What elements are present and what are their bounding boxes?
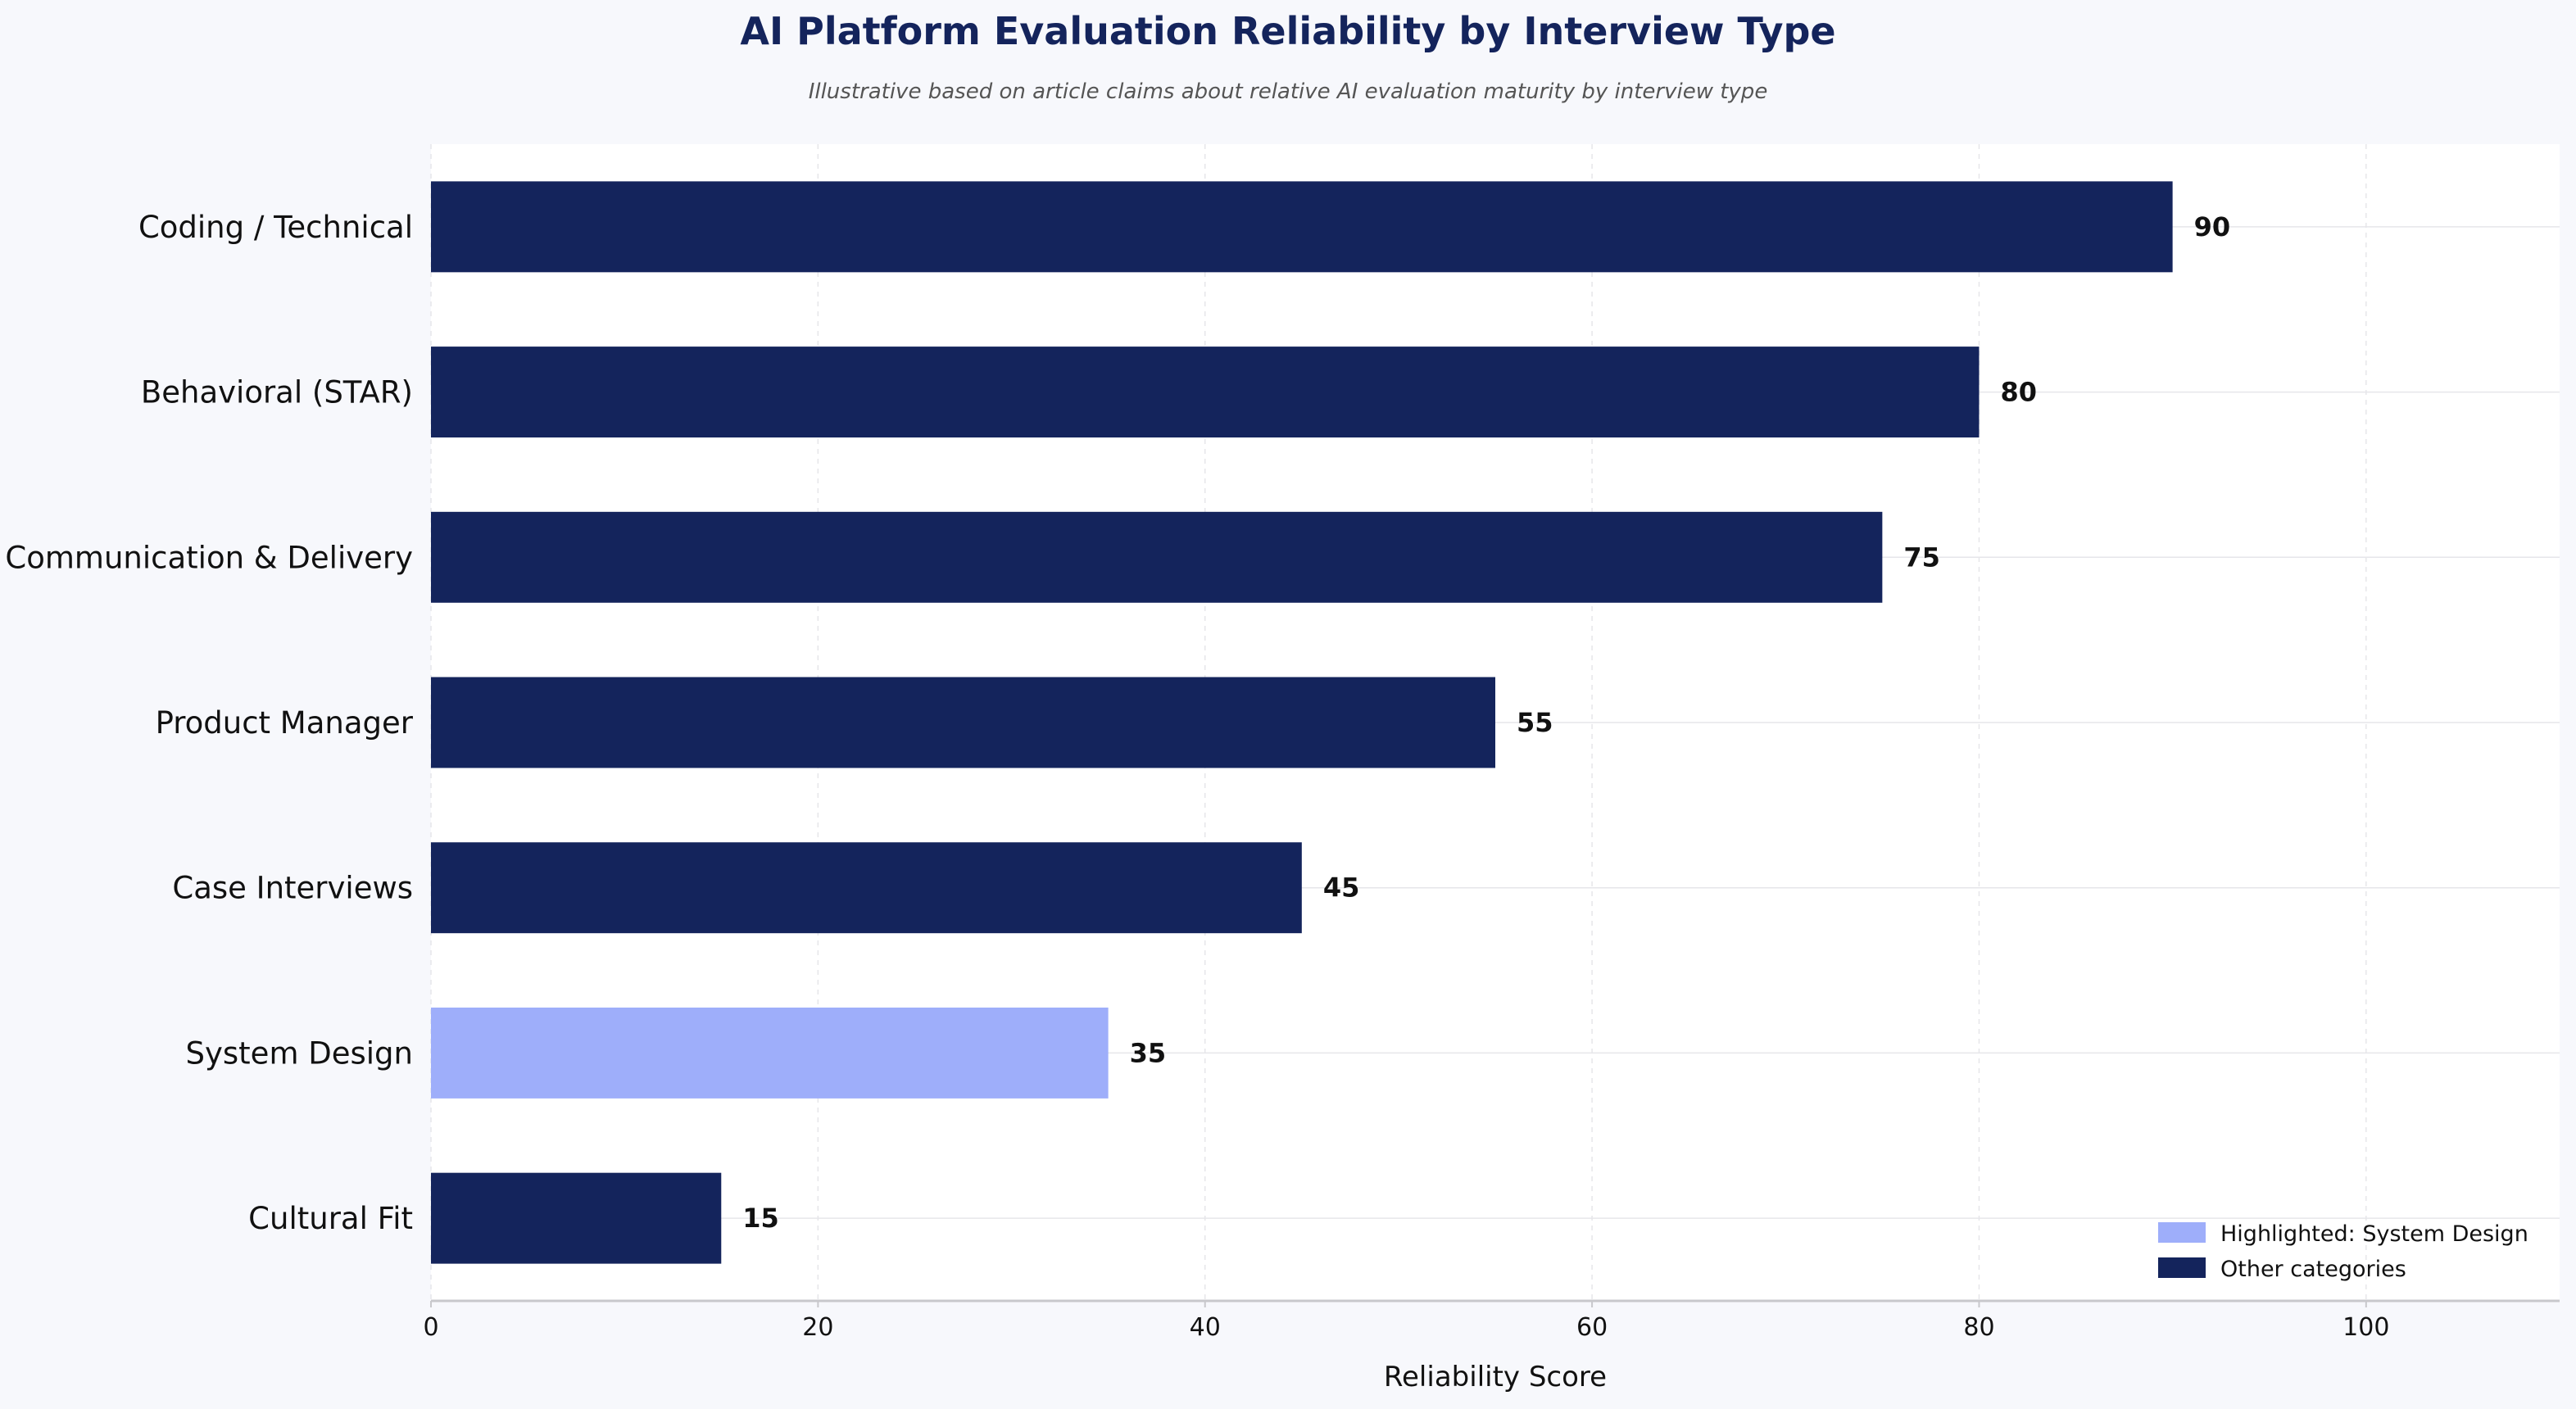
value-label-2: 75: [1903, 541, 1940, 573]
value-label-5: 35: [1130, 1037, 1167, 1068]
category-label-4: Case Interviews: [172, 871, 413, 906]
legend: Highlighted: System Design Other categor…: [2158, 1221, 2528, 1282]
bar-2: [431, 511, 1883, 603]
chart-subtitle: Illustrative based on article claims abo…: [809, 79, 1768, 104]
bar-4: [431, 842, 1302, 934]
bar-6: [431, 1172, 722, 1264]
value-label-6: 15: [742, 1203, 779, 1234]
x-tick-label-4: 80: [1963, 1313, 1994, 1342]
category-label-2: Communication & Delivery: [5, 540, 413, 575]
chart-title: AI Platform Evaluation Reliability by In…: [740, 9, 1835, 53]
value-label-0: 90: [2194, 211, 2231, 242]
value-labels: 90 80 75 55 45 35 15: [742, 211, 2230, 1234]
legend-swatch-other: [2158, 1257, 2206, 1278]
x-tick-label-3: 60: [1576, 1313, 1608, 1342]
category-label-6: Cultural Fit: [248, 1201, 413, 1236]
bar-3: [431, 677, 1495, 768]
legend-label-highlighted: Highlighted: System Design: [2220, 1221, 2528, 1247]
category-label-1: Behavioral (STAR): [141, 375, 413, 410]
legend-label-other: Other categories: [2220, 1257, 2406, 1282]
bar-1: [431, 347, 1980, 438]
x-tick-label-0: 0: [423, 1313, 438, 1342]
category-label-3: Product Manager: [156, 705, 414, 741]
bar-5: [431, 1007, 1109, 1099]
x-tick-label-5: 100: [2342, 1313, 2389, 1342]
x-tick-label-2: 40: [1190, 1313, 1221, 1342]
bar-0: [431, 181, 2173, 273]
x-axis-label: Reliability Score: [1384, 1361, 1607, 1393]
legend-swatch-highlighted: [2158, 1222, 2206, 1243]
category-label-0: Coding / Technical: [138, 210, 413, 245]
value-label-1: 80: [2000, 377, 2037, 408]
x-axis-ticks: 0 20 40 60 80 100: [423, 1301, 2389, 1342]
x-tick-label-1: 20: [802, 1313, 833, 1342]
value-label-4: 45: [1323, 872, 1360, 904]
bars: [431, 181, 2173, 1264]
category-labels: Coding / Technical Behavioral (STAR) Commu…: [5, 210, 413, 1236]
category-label-5: System Design: [186, 1035, 413, 1071]
value-label-3: 55: [1517, 707, 1553, 738]
